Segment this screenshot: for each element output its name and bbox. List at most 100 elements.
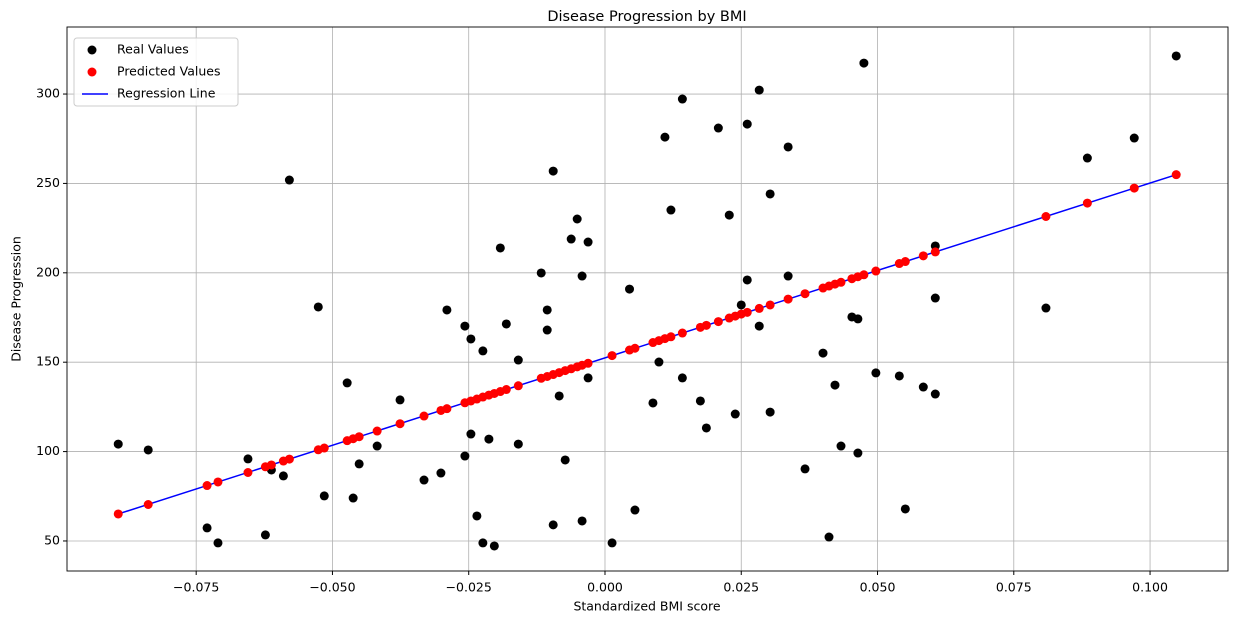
- point: [495, 243, 505, 253]
- point: [666, 332, 676, 342]
- point: [478, 538, 488, 548]
- point: [830, 380, 840, 390]
- point: [836, 441, 846, 451]
- x-tick-label: 0.075: [996, 580, 1032, 595]
- legend-label: Real Values: [117, 42, 189, 57]
- point: [583, 237, 593, 247]
- point: [1129, 133, 1139, 143]
- point: [202, 481, 212, 491]
- legend-marker: [87, 67, 97, 77]
- point: [754, 321, 764, 331]
- point: [853, 448, 863, 458]
- point: [695, 396, 705, 406]
- point: [724, 210, 734, 220]
- point: [660, 132, 670, 142]
- legend-marker: [87, 45, 97, 55]
- point: [372, 426, 382, 436]
- point: [577, 516, 587, 526]
- point: [630, 505, 640, 515]
- point: [542, 305, 552, 315]
- y-tick-label: 150: [36, 354, 60, 369]
- point: [677, 94, 687, 104]
- point: [853, 314, 863, 324]
- point: [489, 541, 499, 551]
- point: [900, 504, 910, 514]
- point: [800, 289, 810, 299]
- point: [143, 499, 153, 509]
- chart-title: Disease Progression by BMI: [547, 9, 746, 25]
- point: [243, 467, 253, 477]
- point: [677, 328, 687, 338]
- y-tick-label: 300: [36, 86, 60, 101]
- point: [395, 419, 405, 429]
- y-tick-label: 50: [44, 532, 60, 547]
- point: [577, 271, 587, 281]
- point: [284, 454, 294, 464]
- point: [542, 325, 552, 335]
- axes-frame: [66, 26, 1229, 572]
- point: [213, 477, 223, 487]
- point: [213, 538, 223, 548]
- x-tick-label: 0.050: [860, 580, 896, 595]
- point: [730, 409, 740, 419]
- point: [278, 471, 288, 481]
- point: [742, 119, 752, 129]
- point: [395, 395, 405, 405]
- point: [548, 166, 558, 176]
- point: [1082, 153, 1092, 163]
- y-axis-label: Disease Progression: [9, 236, 24, 362]
- point: [354, 432, 364, 442]
- point: [113, 439, 123, 449]
- point: [583, 373, 593, 383]
- point: [824, 532, 834, 542]
- point: [243, 454, 253, 464]
- x-tick-label: −0.050: [309, 580, 355, 595]
- point: [900, 257, 910, 267]
- point: [701, 320, 711, 330]
- point: [918, 382, 928, 392]
- point: [466, 334, 476, 344]
- point: [1171, 51, 1181, 61]
- point: [1041, 303, 1051, 313]
- point: [460, 321, 470, 331]
- point: [800, 464, 810, 474]
- point: [871, 368, 881, 378]
- point: [607, 351, 617, 361]
- point: [894, 371, 904, 381]
- point: [484, 434, 494, 444]
- point: [313, 302, 323, 312]
- point: [713, 317, 723, 327]
- point: [736, 300, 746, 310]
- point: [836, 277, 846, 287]
- point: [572, 214, 582, 224]
- point: [783, 142, 793, 152]
- point: [859, 270, 869, 280]
- point: [918, 251, 928, 261]
- x-tick-label: 0.100: [1132, 580, 1168, 595]
- point: [930, 247, 940, 257]
- point: [701, 423, 711, 433]
- point: [677, 373, 687, 383]
- point: [859, 58, 869, 68]
- point: [354, 459, 364, 469]
- point: [372, 441, 382, 451]
- point: [871, 266, 881, 276]
- legend-label: Regression Line: [117, 86, 216, 101]
- point: [478, 346, 488, 356]
- point: [765, 300, 775, 310]
- legend-box: [73, 37, 239, 107]
- point: [783, 294, 793, 304]
- point: [319, 491, 329, 501]
- point: [284, 175, 294, 185]
- x-axis-label: Standardized BMI score: [573, 599, 720, 614]
- point: [742, 307, 752, 317]
- point: [583, 358, 593, 368]
- point: [554, 391, 564, 401]
- point: [348, 493, 358, 503]
- point: [713, 123, 723, 133]
- point: [818, 348, 828, 358]
- y-tick-label: 100: [36, 443, 60, 458]
- point: [472, 511, 482, 521]
- point: [566, 234, 576, 244]
